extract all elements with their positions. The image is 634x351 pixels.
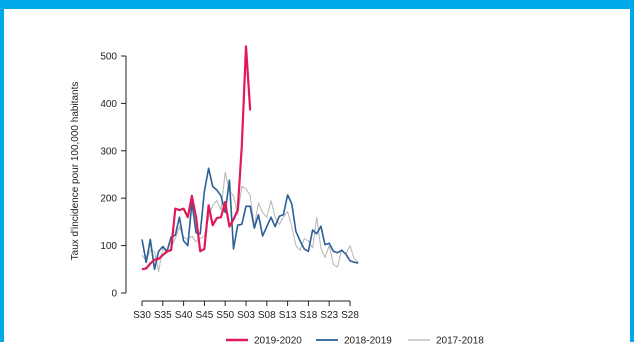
x-tick-label: S28 bbox=[341, 310, 359, 321]
y-tick-label: 400 bbox=[100, 99, 117, 110]
y-tick-label: 500 bbox=[100, 52, 117, 63]
x-tick-label: S40 bbox=[175, 310, 193, 321]
series-line-2017-2018 bbox=[141, 171, 359, 273]
x-tick-label: S08 bbox=[258, 310, 276, 321]
series-line-2018-2019 bbox=[141, 167, 359, 271]
legend-label-2017-2018: 2017-2018 bbox=[436, 336, 484, 347]
x-tick-label: S50 bbox=[216, 310, 234, 321]
y-tick-label: 200 bbox=[100, 194, 117, 205]
x-tick-label: S30 bbox=[133, 310, 151, 321]
y-tick-label: 300 bbox=[100, 146, 117, 157]
series-layer bbox=[141, 45, 359, 273]
x-tick-label: S13 bbox=[279, 310, 297, 321]
legend-label-2018-2019: 2018-2019 bbox=[344, 336, 392, 347]
x-axis: S30 S35 S40 S45 S50 S03 S08 S13 S18 S23 S28 bbox=[133, 300, 359, 321]
legend: 2019-2020 2018-2019 2017-2018 bbox=[226, 336, 484, 347]
y-axis: 0 100 200 300 400 500 bbox=[100, 52, 127, 300]
series-line-2019-2020 bbox=[141, 45, 252, 271]
y-tick-label: 0 bbox=[111, 289, 117, 300]
x-tick-label: S03 bbox=[237, 310, 255, 321]
x-tick-label: S35 bbox=[154, 310, 172, 321]
y-tick-label: 100 bbox=[100, 241, 117, 252]
x-tick-label: S18 bbox=[300, 310, 318, 321]
x-tick-label: S23 bbox=[320, 310, 338, 321]
y-axis-title: Taux d'incidence pour 100,000 habitants bbox=[70, 82, 81, 261]
legend-label-2019-2020: 2019-2020 bbox=[254, 336, 302, 347]
x-tick-label: S45 bbox=[196, 310, 214, 321]
